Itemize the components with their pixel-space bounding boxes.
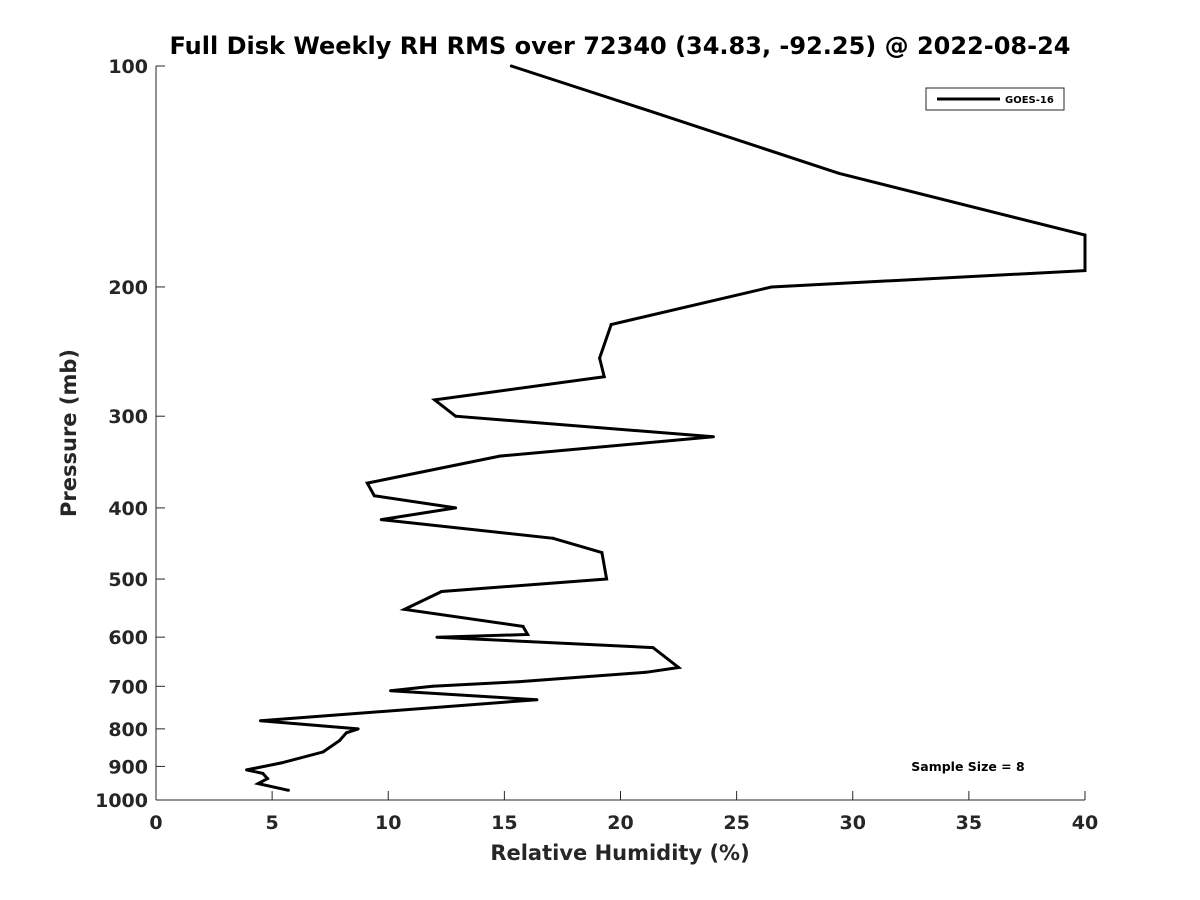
data-point [651,646,655,650]
data-point [365,481,369,485]
data-point [259,719,262,723]
y-tick-label: 600 [108,627,148,649]
data-point [389,689,393,693]
data-point [602,375,606,379]
data-point [321,750,325,754]
data-point [1083,269,1087,273]
data-point [433,398,437,402]
data-point [261,771,265,775]
data-point [521,624,525,628]
x-tick-label: 5 [266,812,279,834]
y-tick-label: 200 [108,277,148,299]
y-tick-label: 800 [108,719,148,741]
x-axis-label: Relative Humidity (%) [490,841,749,865]
data-point [598,356,602,360]
x-tick-label: 25 [723,812,749,834]
data-point [605,577,609,581]
data-point [403,607,406,611]
data-point [379,518,383,522]
data-point [526,633,530,636]
data-point [770,285,773,289]
legend: GOES-16 [925,87,1065,111]
x-tick-label: 15 [491,812,517,834]
data-point [338,739,341,743]
y-tick-label: 100 [108,56,148,78]
axes: 0 5 10 15 20 25 30 35 40 100 200 300 400 500 600 700 80… [95,56,1098,834]
y-ticks: 100 200 300 400 500 600 700 800 900 1000 [95,56,165,812]
data-point [600,551,604,554]
data-point [551,536,555,540]
y-tick-label: 1000 [95,790,148,812]
sample-size-annotation: Sample Size = 8 [911,759,1024,774]
x-tick-label: 35 [956,812,982,834]
data-point [1083,233,1087,237]
y-tick-label: 300 [108,406,148,428]
x-tick-label: 30 [840,812,866,834]
data-point [245,768,249,772]
data-point [454,414,458,418]
x-tick-label: 20 [607,812,633,834]
data-point [430,684,434,688]
y-tick-label: 400 [108,498,148,520]
series-points [245,64,1087,792]
data-point [286,788,290,792]
data-point [372,494,376,498]
data-point [646,109,650,113]
y-axis-label: Pressure (mb) [57,349,81,517]
y-tick-label: 700 [108,676,148,698]
y-tick-label: 900 [108,756,148,778]
y-tick-label: 500 [108,569,148,591]
data-point [837,171,841,175]
data-point [344,731,348,735]
data-point [266,777,269,781]
data-point [435,635,439,639]
x-ticks: 0 5 10 15 20 25 30 35 40 [149,791,1098,834]
data-point [509,64,513,68]
data-point [609,323,613,326]
x-tick-label: 0 [149,812,162,834]
data-point [256,782,260,786]
data-point [279,761,283,765]
data-point [516,680,520,684]
chart-title: Full Disk Weekly RH RMS over 72340 (34.8… [169,32,1070,60]
x-tick-label: 10 [375,812,401,834]
data-point [454,506,458,510]
data-point [440,590,444,593]
data-point [498,454,502,458]
data-point [535,698,539,702]
legend-label-goes-16: GOES-16 [1005,95,1054,106]
data-point [711,435,715,439]
data-point [644,670,648,674]
data-point [356,727,360,731]
x-tick-label: 40 [1072,812,1098,834]
data-point [677,666,681,669]
